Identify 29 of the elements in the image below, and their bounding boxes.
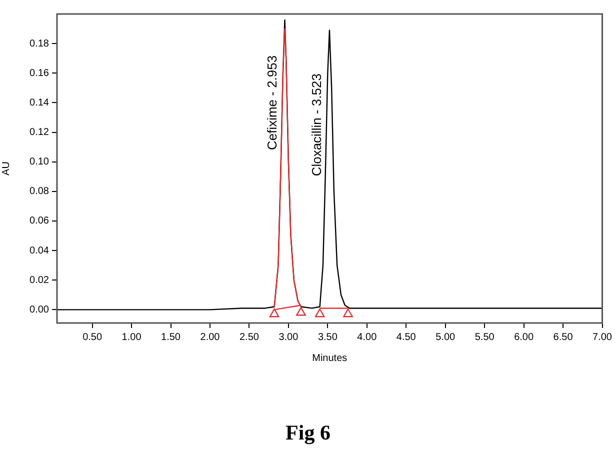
x-tick-label: 3.50 <box>318 332 338 343</box>
y-tick-label: 0.06 <box>30 216 50 227</box>
y-axis-title: AU <box>0 162 12 176</box>
x-tick-label: 6.00 <box>514 332 534 343</box>
x-axis-title: Minutes <box>312 352 348 364</box>
y-tick-label: 0.18 <box>30 38 50 50</box>
y-tick-label: 0.10 <box>30 156 50 168</box>
y-tick-label: 0.00 <box>30 304 50 316</box>
x-tick-label: 1.50 <box>161 332 181 343</box>
x-tick-label: 1.00 <box>122 332 142 343</box>
x-tick-label: 7.00 <box>592 332 612 343</box>
y-tick-label: 0.16 <box>30 68 50 79</box>
caption: Fig 6 <box>286 420 330 444</box>
x-tick-label: 0.50 <box>82 332 102 343</box>
y-tick-label: 0.08 <box>30 186 50 198</box>
x-tick-label: 2.50 <box>239 332 260 343</box>
x-tick-label: 4.00 <box>357 332 378 343</box>
y-tick-label: 0.04 <box>30 245 50 256</box>
x-tick-label: 5.00 <box>436 332 456 343</box>
y-tick-label: 0.12 <box>30 127 50 138</box>
x-tick-label: 6.50 <box>553 332 574 343</box>
x-tick-label: 4.50 <box>396 332 416 343</box>
x-tick-label: 2.00 <box>200 332 220 343</box>
y-tick-label: 0.14 <box>30 97 50 108</box>
annotation: Cefixime - 2.953 <box>264 55 280 150</box>
x-tick-label: 3.00 <box>278 332 299 343</box>
annotation: Cloxacillin - 3.523 <box>309 74 324 176</box>
x-tick-label: 5.50 <box>474 332 495 343</box>
y-tick-label: 0.02 <box>30 274 50 286</box>
